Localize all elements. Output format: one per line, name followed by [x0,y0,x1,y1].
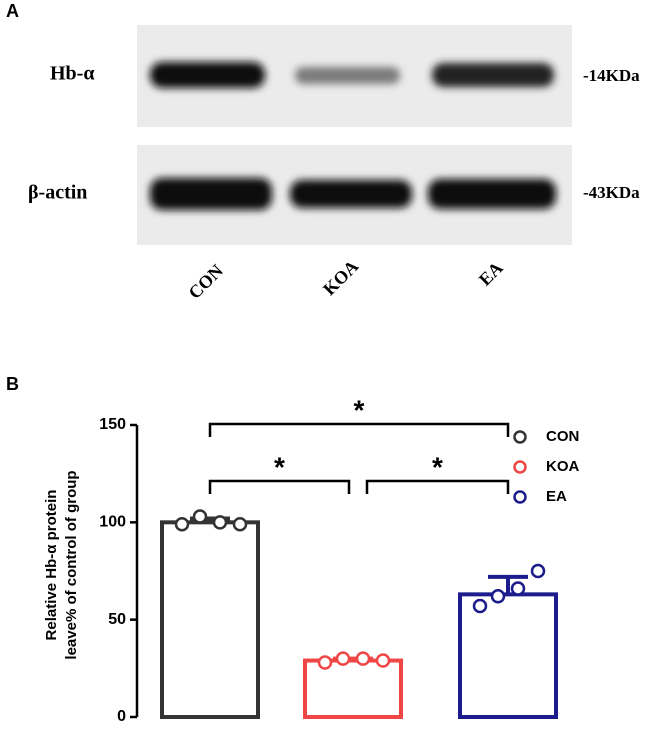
data-point [317,655,333,670]
legend-marker [513,430,527,444]
band [150,62,265,88]
bar [160,520,260,719]
panel-label: A [6,1,19,21]
significance-label: * [274,451,285,482]
significance-bracket [365,479,510,494]
data-point [232,517,248,532]
lane-label: EA [475,258,507,290]
band [428,179,556,209]
data-point [510,581,526,596]
significance-bracket [208,479,351,494]
legend-label: CON [546,428,579,445]
significance-label: * [354,394,365,425]
data-point [472,598,488,614]
data-point [174,517,190,532]
bar [303,658,403,720]
data-point [335,651,351,666]
lane-label: CON [184,260,226,302]
blot-bands [150,62,556,210]
y-tick-label: 150 [99,416,126,433]
data-point [490,589,506,604]
lane-label: KOA [319,256,362,299]
panel-label: B [6,374,19,394]
row-label: Hb-α [50,63,95,85]
bar [458,592,558,719]
legend-label: EA [546,488,567,505]
significance-bracket [208,422,510,437]
band [150,178,272,210]
data-point [355,651,371,666]
data-point [192,509,208,524]
band [295,67,400,84]
size-label: -14KDa [583,66,640,85]
y-tick-label: 50 [108,611,126,628]
y-tick-label: 0 [117,708,126,725]
legend-label: KOA [546,458,580,475]
significance-label: * [432,451,443,482]
data-point [530,563,546,579]
band [290,180,412,208]
legend-marker [513,460,527,474]
data-point [212,515,228,530]
data-point [375,653,391,668]
y-axis-label: leave% of control of group [63,470,80,659]
y-tick-label: 100 [99,514,126,531]
row-label: β-actin [28,182,87,204]
y-axis-label: Relative Hb-α protein [43,490,60,641]
band [432,63,554,87]
legend-marker [513,490,527,504]
size-label: -43KDa [583,183,640,202]
